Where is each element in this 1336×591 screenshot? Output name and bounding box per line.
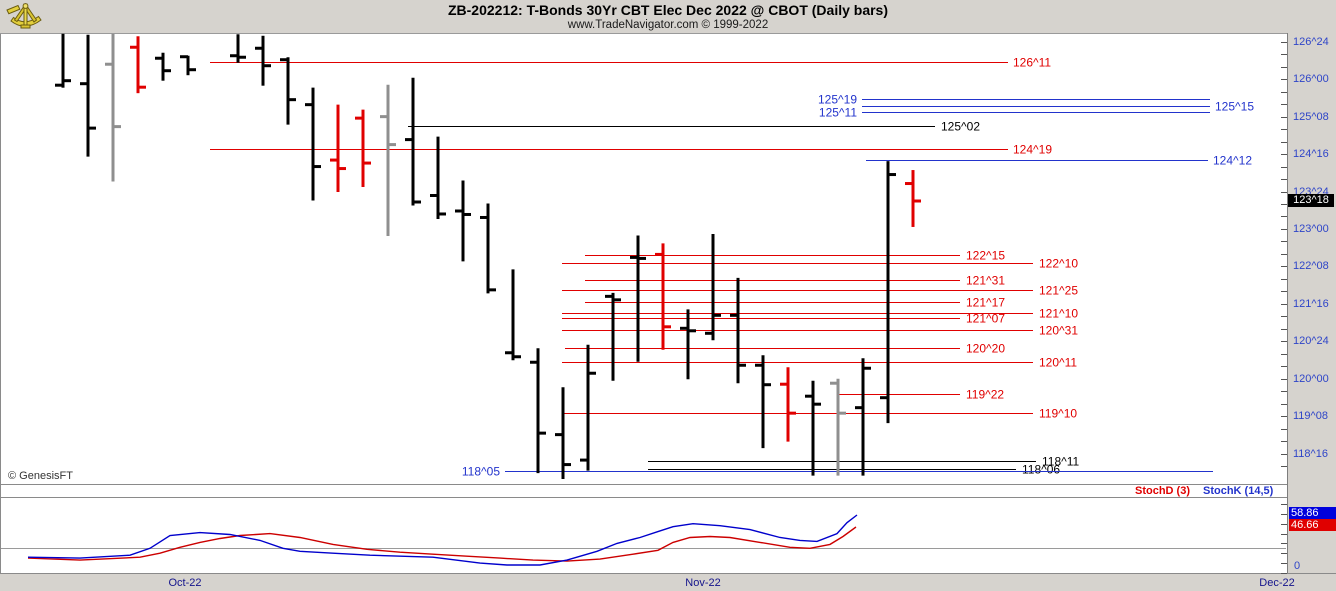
price-chart-canvas[interactable] (0, 34, 1287, 484)
indicator-label-strip (0, 485, 1287, 497)
genesis-copyright: © GenesisFT (8, 470, 73, 482)
stochk-value-badge: 58.86 (1289, 507, 1336, 519)
pane-divider-2 (0, 497, 1287, 498)
current-price-badge: 123^18 (1288, 194, 1334, 207)
time-axis-label: Dec-22 (1259, 577, 1295, 589)
price-axis-label: 124^16 (1293, 148, 1329, 161)
price-axis-label: 122^08 (1293, 260, 1329, 273)
time-axis[interactable]: Oct-22 Nov-22 Dec-22 (0, 573, 1336, 591)
stochd-legend-label[interactable]: StochD (3) (1135, 485, 1190, 497)
time-axis-label: Oct-22 (168, 577, 202, 589)
chart-subtitle: www.TradeNavigator.com © 1999-2022 (567, 19, 769, 31)
title-bar (0, 0, 1336, 34)
price-axis-label: 120^00 (1293, 372, 1329, 385)
pane-divider[interactable] (0, 484, 1287, 485)
price-axis-label: 119^08 (1293, 410, 1328, 423)
price-axis-label: 121^16 (1293, 297, 1329, 310)
genesis-sextant-logo-icon (6, 3, 42, 29)
price-axis-label: 120^24 (1293, 335, 1329, 348)
stochd-value-badge: 46.66 (1289, 519, 1336, 531)
stochastic-chart-canvas[interactable] (0, 498, 1287, 573)
price-axis-label: 123^00 (1293, 222, 1329, 235)
price-axis-label: 126^00 (1293, 73, 1329, 86)
price-axis-label: 125^08 (1293, 110, 1329, 123)
time-axis-label: Nov-22 (685, 577, 721, 589)
price-axis[interactable]: 126^24 126^00 125^08 124^16 123^24 123^00 122^… (1287, 33, 1336, 573)
price-axis-label: 118^16 (1293, 447, 1328, 460)
price-axis-label: 126^24 (1293, 35, 1329, 48)
chart-title: ZB-202212: T-Bonds 30Yr CBT Elec Dec 202… (447, 2, 889, 18)
stoch-zero-label: 0 (1294, 560, 1301, 572)
stochk-legend-label[interactable]: StochK (14,5) (1203, 485, 1274, 497)
